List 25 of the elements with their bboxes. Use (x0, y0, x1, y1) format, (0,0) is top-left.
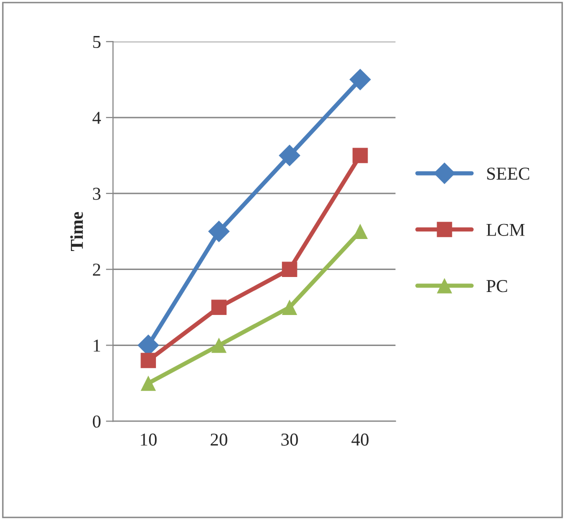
y-tick-label: 3 (93, 188, 100, 200)
point (352, 148, 368, 164)
x-tick-label: 20 (210, 434, 228, 446)
y-tick-label: 1 (94, 340, 100, 352)
y-tick-label: 5 (93, 36, 100, 48)
x-tick-label: 40 (352, 434, 369, 446)
y-tick-label: 0 (92, 415, 101, 428)
legend-label: LCM (486, 224, 525, 236)
legend-label: SEEC (487, 168, 530, 180)
point (140, 352, 156, 368)
point (282, 262, 298, 277)
legend-label: PC (486, 280, 508, 292)
x-tick-label: 30 (281, 434, 298, 446)
y-tick-label: 2 (92, 264, 100, 276)
point (208, 220, 230, 242)
point (282, 300, 298, 315)
point (349, 68, 371, 90)
y-axis-title: Time (70, 212, 83, 252)
point (140, 376, 156, 391)
point (352, 224, 368, 240)
x-tick-label: 10 (140, 434, 157, 446)
point (278, 144, 300, 166)
y-tick-label: 4 (92, 112, 101, 124)
point (211, 338, 227, 353)
point (211, 300, 227, 315)
